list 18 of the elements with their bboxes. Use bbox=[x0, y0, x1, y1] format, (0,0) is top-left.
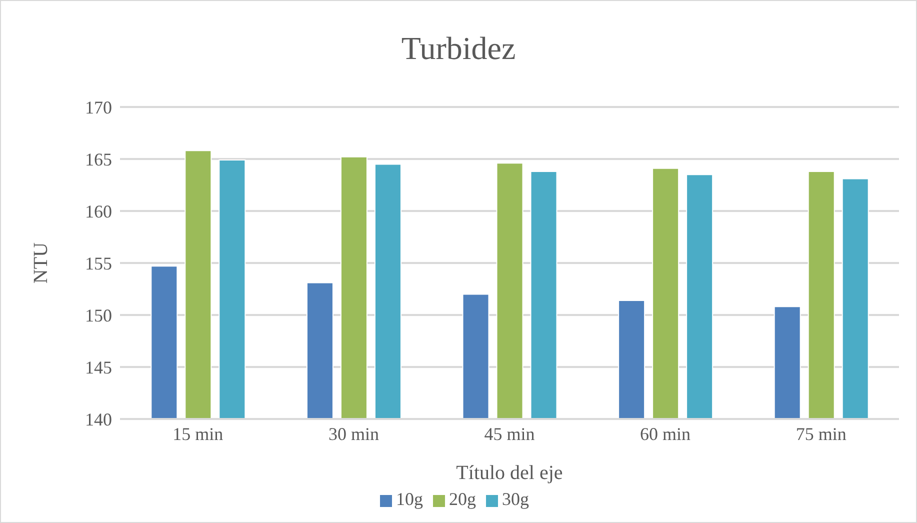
y-tick-label: 145 bbox=[85, 357, 112, 378]
y-tick-label: 170 bbox=[85, 97, 112, 118]
legend-label: 30g bbox=[502, 489, 529, 509]
y-tick-label: 150 bbox=[85, 305, 112, 326]
y-tick-label: 140 bbox=[85, 409, 112, 430]
y-axis-title: NTU bbox=[30, 242, 52, 284]
y-tick-label: 160 bbox=[85, 201, 112, 222]
x-tick-label: 75 min bbox=[796, 424, 846, 444]
y-tick-label: 165 bbox=[85, 149, 112, 170]
legend-label: 10g bbox=[396, 489, 423, 509]
legend-label: 20g bbox=[449, 489, 476, 509]
x-tick-label: 60 min bbox=[640, 424, 691, 444]
x-tick-label: 15 min bbox=[172, 424, 224, 444]
y-tick-label: 155 bbox=[85, 253, 112, 274]
x-axis-title: Título del eje bbox=[456, 462, 563, 484]
x-tick-label: 45 min bbox=[484, 424, 535, 444]
chart-title: Turbidez bbox=[400, 30, 517, 67]
x-tick-label: 30 min bbox=[328, 424, 379, 444]
